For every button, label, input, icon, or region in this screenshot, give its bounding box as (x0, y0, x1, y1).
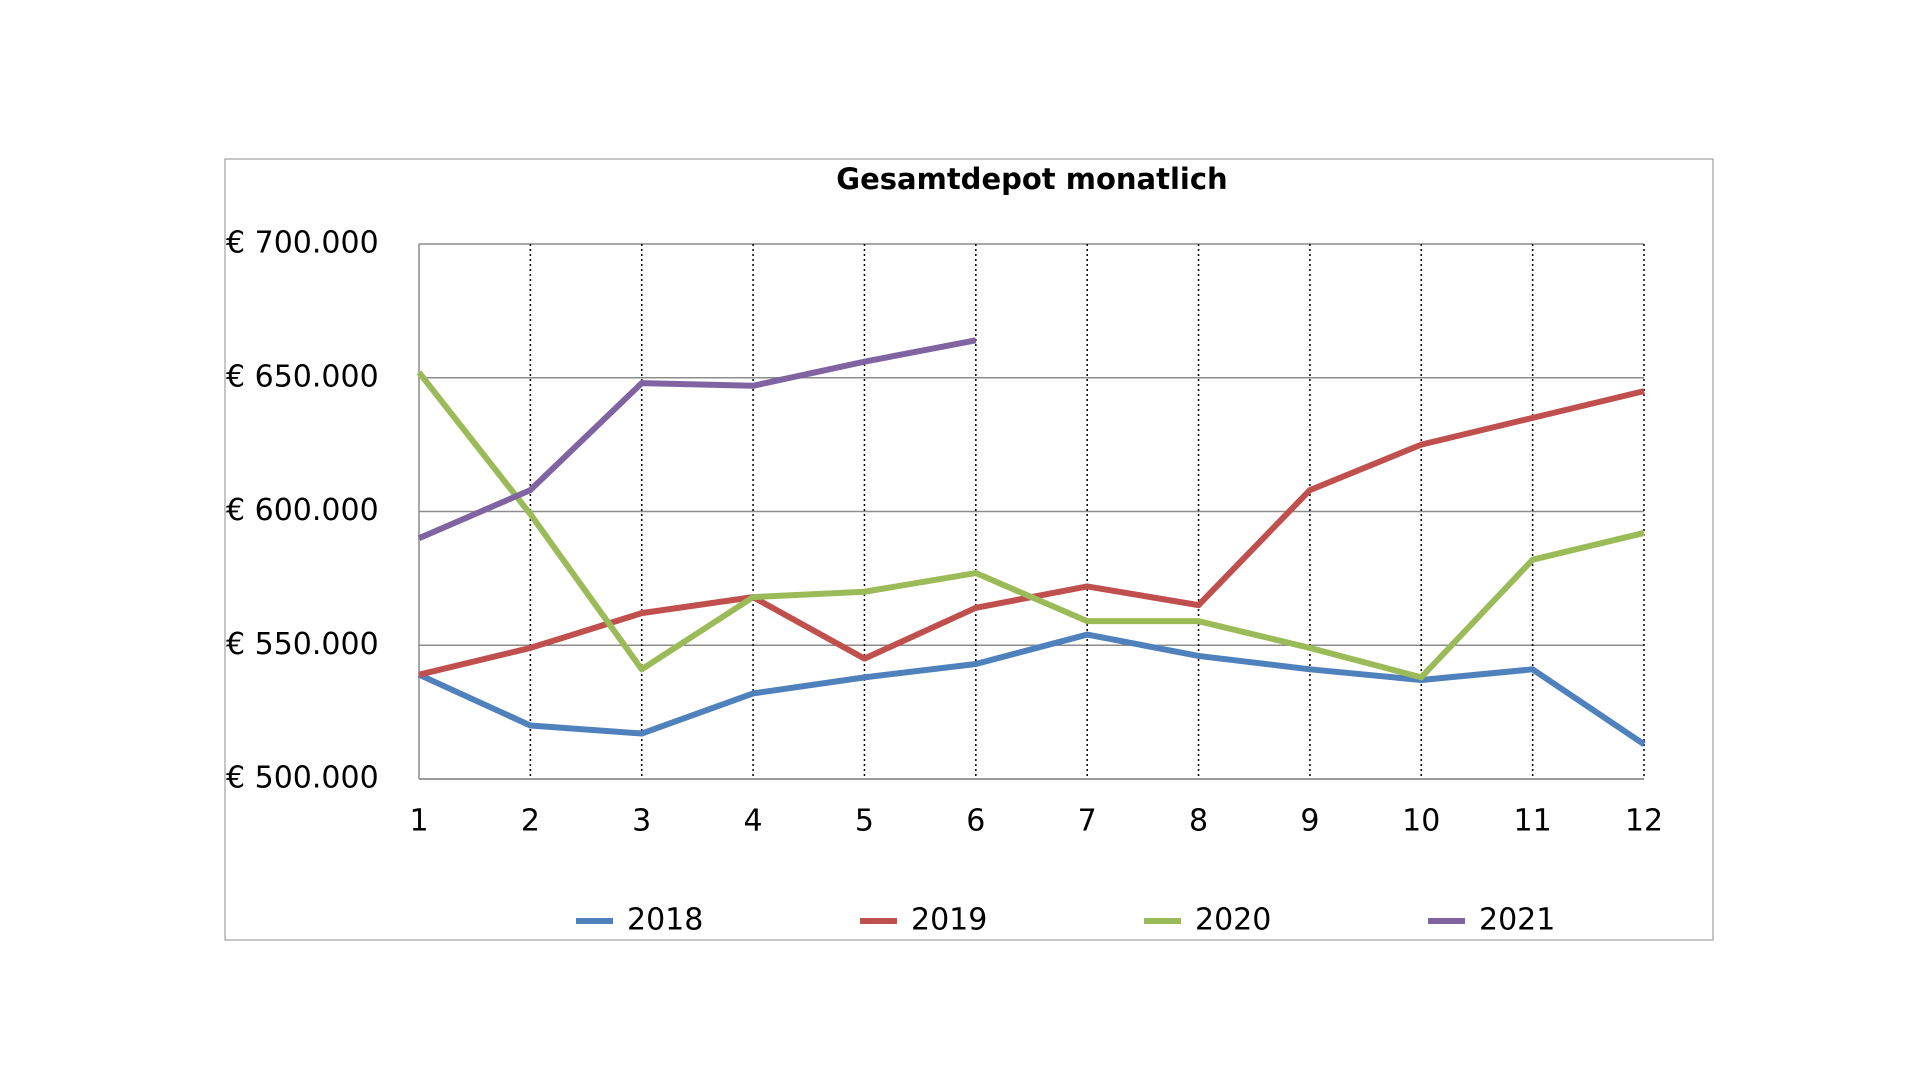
x-tick-label: 2 (521, 804, 540, 839)
x-tick-label: 5 (855, 804, 874, 839)
x-tick-label: 3 (632, 804, 651, 839)
series-line (417, 337, 977, 542)
y-tick-label: € 500.000 (226, 761, 379, 796)
x-tick-label: 6 (966, 804, 985, 839)
chart-title: Gesamtdepot monatlich (836, 162, 1227, 196)
x-tick-label: 11 (1514, 804, 1552, 839)
legend-label: 2021 (1479, 903, 1555, 938)
y-tick-label: € 700.000 (226, 226, 379, 261)
y-tick-label: € 650.000 (226, 359, 379, 394)
y-tick-label: € 550.000 (226, 627, 379, 662)
x-tick-label: 4 (744, 804, 763, 839)
chart-frame (224, 158, 1714, 941)
x-tick-label: 7 (1078, 804, 1097, 839)
x-tick-label: 12 (1625, 804, 1663, 839)
x-tick-label: 10 (1402, 804, 1440, 839)
series-line (417, 631, 1646, 747)
legend-label: 2018 (627, 903, 703, 938)
x-tick-label: 9 (1300, 804, 1319, 839)
legend-label: 2019 (911, 903, 987, 938)
series-line (416, 370, 1645, 681)
legend-label: 2020 (1195, 903, 1271, 938)
y-tick-label: € 600.000 (226, 493, 379, 528)
x-tick-label: 8 (1189, 804, 1208, 839)
x-tick-label: 1 (409, 804, 428, 839)
